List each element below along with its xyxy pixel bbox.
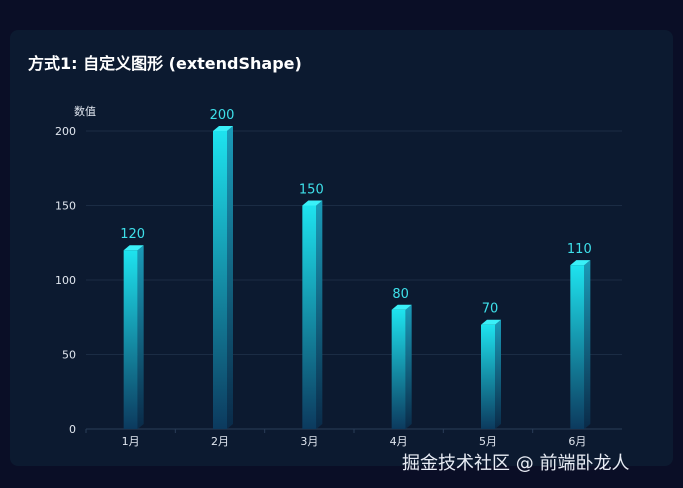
x-tick-label: 1月 [122, 435, 140, 448]
x-tick-label: 6月 [568, 435, 586, 448]
bar-cap [570, 260, 591, 266]
bar-cap [123, 245, 144, 251]
bar-cap [213, 126, 233, 131]
chart-card: 方式1: 自定义图形 (extendShape) [10, 30, 673, 466]
bar-side [227, 126, 233, 429]
x-tick-label: 3月 [300, 435, 318, 448]
x-tick-label: 2月 [211, 435, 229, 448]
x-tick-label: 5月 [479, 435, 497, 448]
data-label: 150 [299, 183, 324, 198]
bar-front [302, 205, 317, 429]
bar-side [495, 319, 501, 429]
bar-front [123, 250, 138, 429]
data-label: 110 [567, 242, 592, 257]
bar-front [481, 324, 495, 429]
y-tick-label: 150 [55, 200, 76, 213]
bar-side [316, 200, 323, 429]
bar-cap [302, 200, 323, 206]
data-label: 80 [392, 287, 409, 302]
data-label: 70 [482, 302, 499, 317]
y-tick-label: 50 [62, 349, 76, 362]
y-tick-label: 100 [55, 274, 76, 287]
y-tick-label: 0 [69, 423, 76, 436]
data-label: 120 [120, 227, 145, 242]
watermark: 掘金技术社区 @ 前端卧龙人 [402, 453, 630, 474]
bar-cap [391, 304, 412, 310]
y-axis-title: 数值 [74, 105, 96, 118]
bar-front [213, 131, 227, 429]
bar-side [405, 304, 412, 429]
bar-side [137, 245, 144, 429]
bar-front [570, 265, 585, 429]
card-title: 方式1: 自定义图形 (extendShape) [28, 54, 302, 73]
x-tick-label: 4月 [390, 435, 408, 448]
bar-cap [481, 319, 501, 325]
bar-side [584, 260, 591, 429]
bar-front [391, 309, 406, 429]
y-tick-label: 200 [55, 125, 76, 138]
data-label: 200 [210, 108, 235, 123]
